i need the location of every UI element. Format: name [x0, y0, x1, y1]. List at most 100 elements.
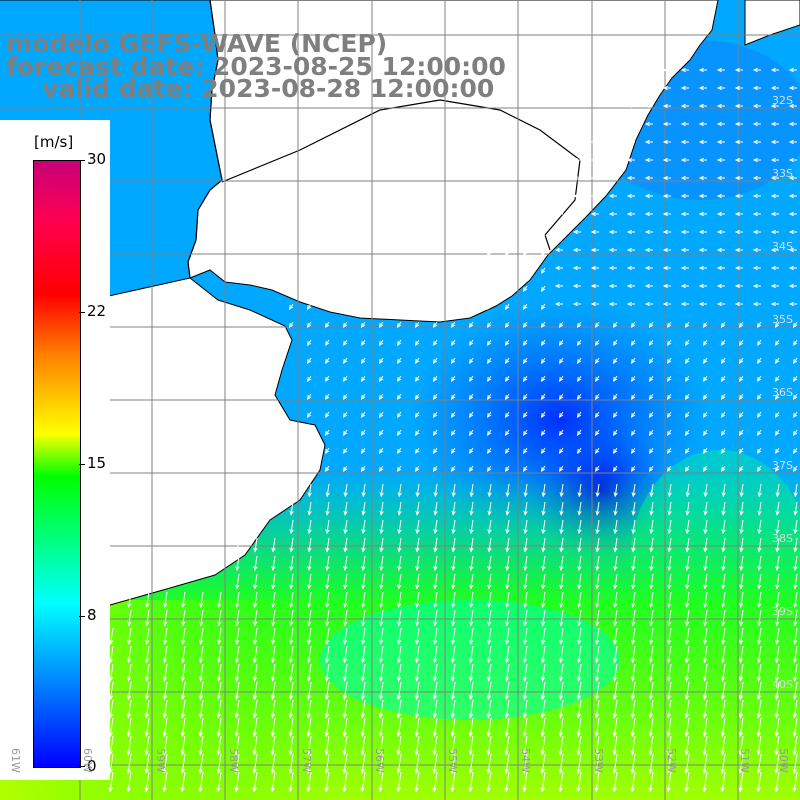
wind-arrow — [504, 735, 510, 756]
wind-arrow — [770, 85, 779, 91]
wind-arrow — [324, 699, 330, 719]
wind-arrow — [379, 609, 384, 627]
wind-arrow — [576, 645, 582, 664]
wind-arrow — [450, 681, 456, 701]
wind-arrow — [126, 717, 132, 738]
wind-arrow — [612, 321, 618, 328]
wind-arrow — [774, 753, 780, 775]
wind-arrow — [649, 501, 654, 516]
wind-arrow — [774, 411, 780, 418]
wind-arrow — [739, 591, 744, 609]
wind-arrow — [522, 303, 528, 310]
wind-arrow — [554, 193, 563, 199]
wind-arrow — [324, 627, 330, 645]
wind-arrow — [487, 501, 492, 516]
wind-arrow — [181, 609, 186, 627]
wind-arrow — [631, 591, 636, 609]
wind-arrow — [608, 211, 617, 217]
wind-arrow — [307, 519, 312, 535]
wind-arrow — [720, 753, 726, 775]
wind-arrow — [271, 609, 276, 627]
wind-arrow — [576, 411, 582, 418]
wind-arrow — [468, 645, 474, 664]
wind-arrow — [595, 537, 600, 553]
wind-arrow — [590, 229, 599, 235]
wind-arrow — [626, 229, 635, 235]
wind-arrow — [716, 175, 725, 181]
wind-arrow — [612, 411, 618, 418]
wind-arrow — [415, 483, 420, 498]
wind-arrow — [144, 753, 150, 775]
wind-arrow — [522, 429, 528, 436]
wind-arrow — [613, 519, 618, 535]
wind-arrow — [414, 411, 420, 418]
wind-arrow — [522, 231, 528, 238]
wind-arrow — [396, 771, 402, 793]
wind-arrow — [613, 555, 618, 572]
wind-arrow — [644, 121, 653, 127]
wind-arrow — [414, 393, 420, 400]
wind-arrow — [144, 681, 150, 701]
wind-arrow — [648, 681, 654, 701]
lon-label: 54W — [519, 748, 532, 773]
wind-arrow — [540, 699, 546, 719]
wind-arrow — [468, 465, 474, 472]
wind-arrow — [289, 483, 294, 498]
wind-arrow — [540, 213, 546, 220]
wind-arrow — [216, 717, 222, 738]
wind-arrow — [720, 411, 726, 418]
wind-arrow — [559, 555, 564, 572]
wind-arrow — [793, 537, 798, 553]
wind-arrow — [108, 771, 114, 793]
wind-arrow — [235, 591, 240, 609]
wind-arrow — [180, 753, 186, 775]
wind-arrow — [505, 573, 510, 590]
wind-arrow — [666, 339, 672, 346]
wind-arrow — [631, 609, 636, 627]
wind-arrow — [270, 717, 276, 738]
wind-arrow — [756, 447, 762, 454]
wind-arrow — [792, 753, 798, 775]
wind-arrow — [716, 103, 725, 109]
wind-arrow — [756, 393, 762, 400]
wind-arrow — [721, 555, 726, 572]
wind-arrow — [612, 447, 618, 454]
wind-arrow — [648, 663, 654, 682]
wind-arrow — [451, 591, 456, 609]
wind-arrow — [738, 447, 744, 454]
wind-arrow — [774, 735, 780, 756]
wind-arrow — [752, 103, 761, 109]
wind-arrows — [108, 67, 798, 793]
wind-arrow — [180, 735, 186, 756]
wind-arrow — [756, 771, 762, 793]
wind-arrow — [649, 555, 654, 572]
wind-arrow — [252, 645, 258, 664]
wind-arrow — [360, 699, 366, 719]
wind-arrow — [698, 229, 707, 235]
wind-arrow — [666, 393, 672, 400]
wind-arrow — [271, 591, 276, 609]
wind-arrow — [468, 699, 474, 719]
wind-arrow — [325, 609, 330, 627]
wind-arrow — [720, 681, 726, 701]
wind-arrow — [775, 483, 780, 498]
wind-arrow — [451, 573, 456, 590]
wind-arrow — [684, 393, 690, 400]
wind-arrow — [594, 735, 600, 756]
wind-arrow — [649, 591, 654, 609]
wind-arrow — [396, 465, 402, 472]
wind-arrow — [379, 555, 384, 572]
wind-arrow — [577, 537, 582, 553]
wind-arrow — [145, 591, 150, 609]
wind-arrow — [451, 555, 456, 572]
wind-arrow — [608, 301, 617, 307]
wind-arrow — [450, 735, 456, 756]
wind-arrow — [793, 573, 798, 590]
wind-arrow — [666, 663, 672, 682]
wind-arrow — [698, 85, 707, 91]
wind-arrow — [649, 519, 654, 535]
wind-arrow — [631, 519, 636, 535]
wind-arrow — [468, 303, 474, 310]
wind-arrow — [217, 591, 222, 609]
wind-arrow — [738, 645, 744, 664]
